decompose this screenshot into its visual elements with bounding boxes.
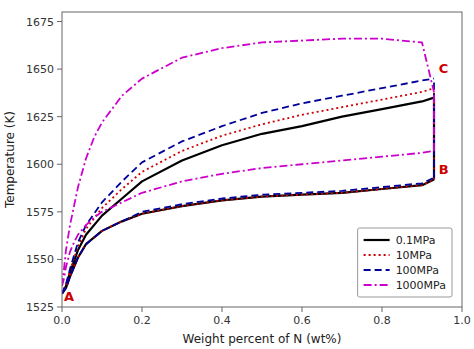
x-tick — [222, 307, 223, 312]
y-tick — [57, 21, 62, 22]
chart: 0.0 0.2 0.4 0.6 0.8 1.0 1525 1550 1575 1600 1625 16… — [0, 0, 474, 349]
y-tick-label: 1675 — [26, 16, 54, 29]
y-tick — [57, 69, 62, 70]
plot-area — [62, 12, 462, 307]
x-tick-label: 0.4 — [213, 314, 231, 327]
x-tick — [142, 307, 143, 312]
y-tick — [57, 116, 62, 117]
x-tick-label: 0.8 — [373, 314, 391, 327]
y-tick-label: 1650 — [26, 63, 54, 76]
legend-label: 0.1MPa — [396, 234, 436, 247]
annotation: C — [439, 61, 449, 76]
legend-label: 10MPa — [396, 249, 432, 262]
y-tick-label: 1550 — [26, 253, 54, 266]
x-tick-label: 0.0 — [53, 314, 71, 327]
annotation: A — [64, 289, 74, 304]
annotation: B — [439, 162, 449, 177]
y-tick-label: 1600 — [26, 158, 54, 171]
plot-frame — [62, 12, 462, 307]
y-tick — [57, 259, 62, 260]
y-tick — [57, 211, 62, 212]
y-tick-label: 1625 — [26, 111, 54, 124]
legend-swatch — [364, 254, 390, 256]
x-tick — [462, 307, 463, 312]
legend-swatch — [364, 284, 390, 286]
x-tick-label: 0.2 — [133, 314, 151, 327]
legend-box — [358, 228, 452, 297]
legend-swatch — [364, 239, 390, 241]
x-tick-label: 0.6 — [293, 314, 311, 327]
x-tick — [382, 307, 383, 312]
y-tick — [57, 164, 62, 165]
legend: 0.1MPa 10MPa 100MPa 1000MPa — [358, 228, 452, 297]
y-axis-label: Temperature (K) — [3, 111, 17, 209]
y-tick-label: 1525 — [26, 301, 54, 314]
y-tick — [57, 307, 62, 308]
x-tick-label: 1.0 — [453, 314, 471, 327]
legend-swatch — [364, 269, 390, 271]
legend-label: 1000MPa — [396, 279, 446, 292]
x-tick — [62, 307, 63, 312]
legend-label: 100MPa — [396, 264, 439, 277]
x-axis-label: Weight percent of N (wt%) — [183, 332, 342, 346]
x-tick — [302, 307, 303, 312]
y-tick-label: 1575 — [26, 206, 54, 219]
